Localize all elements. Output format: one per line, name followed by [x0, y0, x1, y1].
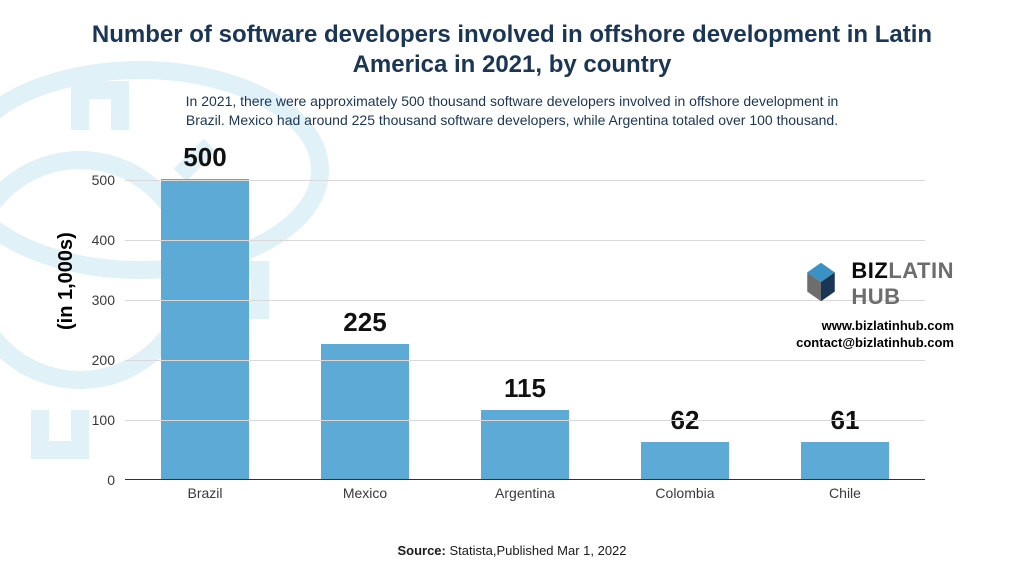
y-axis-label: (in 1,000s): [55, 232, 78, 330]
bar-slot: 500: [125, 179, 285, 479]
website-text: www.bizlatinhub.com: [796, 318, 954, 335]
x-tick-label: Colombia: [605, 485, 765, 501]
source-text: Statista,Published Mar 1, 2022: [446, 543, 627, 558]
gridline: [125, 180, 925, 181]
bar-slot: 62: [605, 179, 765, 479]
x-tick-label: Mexico: [285, 485, 445, 501]
x-tick-label: Chile: [765, 485, 925, 501]
gridline: [125, 420, 925, 421]
y-tick-label: 0: [107, 472, 115, 488]
source-line: Source: Statista,Published Mar 1, 2022: [0, 543, 1024, 558]
bar-slot: 225: [285, 179, 445, 479]
gridline: [125, 360, 925, 361]
logo-word-biz: BIZ: [851, 258, 888, 283]
chart-title: Number of software developers involved i…: [80, 20, 944, 80]
y-tick-label: 500: [92, 172, 115, 188]
bar: 61: [801, 442, 889, 479]
brand-logo: BIZLATIN HUB: [799, 258, 954, 310]
x-tick-label: Argentina: [445, 485, 605, 501]
x-tick-label: Brazil: [125, 485, 285, 501]
bar: 500: [161, 179, 249, 479]
bar-value-label: 500: [183, 142, 226, 173]
y-tick-label: 100: [92, 412, 115, 428]
bar-slot: 115: [445, 179, 605, 479]
contact-block: www.bizlatinhub.com contact@bizlatinhub.…: [796, 318, 954, 352]
logo-word-latin: LATIN: [888, 258, 954, 283]
gridline: [125, 240, 925, 241]
bar-value-label: 225: [343, 307, 386, 338]
logo-icon: [799, 260, 843, 309]
source-label: Source:: [397, 543, 445, 558]
bar-value-label: 115: [504, 373, 546, 404]
logo-text: BIZLATIN HUB: [851, 258, 954, 310]
y-tick-label: 400: [92, 232, 115, 248]
chart-subtitle: In 2021, there were approximately 500 th…: [170, 92, 854, 130]
logo-word-hub: HUB: [851, 284, 954, 310]
bar: 225: [321, 344, 409, 479]
y-tick-label: 200: [92, 352, 115, 368]
infographic-canvas: Number of software developers involved i…: [0, 0, 1024, 576]
y-tick-label: 300: [92, 292, 115, 308]
email-text: contact@bizlatinhub.com: [796, 335, 954, 352]
bar: 62: [641, 442, 729, 479]
